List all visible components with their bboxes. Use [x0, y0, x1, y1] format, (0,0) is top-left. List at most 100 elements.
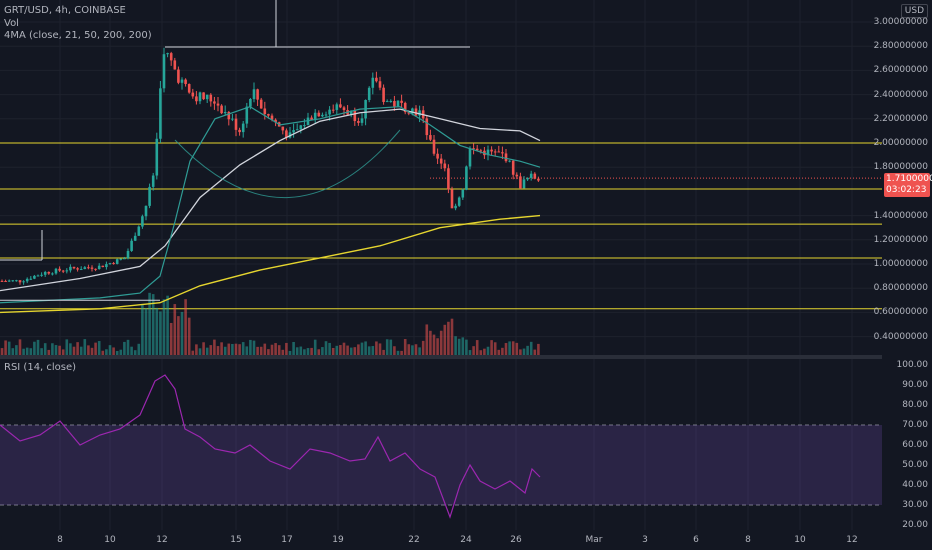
volume-bar — [324, 341, 328, 355]
volume-legend[interactable]: Vol — [4, 18, 19, 29]
trend-drawings — [0, 0, 470, 261]
volume-bar — [447, 321, 450, 355]
candle-body — [227, 112, 231, 120]
volume-bar — [184, 299, 187, 355]
volume-bar — [346, 345, 349, 355]
price-tick-label: 0.80000000 — [873, 283, 928, 294]
volume-bar — [173, 304, 177, 355]
candle-body — [79, 269, 83, 271]
candle-body — [133, 235, 137, 241]
volume-bar — [486, 346, 490, 355]
candle-body — [209, 94, 213, 102]
pane-separator[interactable] — [0, 355, 882, 359]
candle-body — [234, 118, 238, 130]
volume-bar — [472, 346, 475, 355]
candle-body — [43, 271, 47, 275]
volume-bar — [22, 348, 25, 355]
time-tick-label: 8 — [745, 535, 751, 545]
volume-bar — [180, 311, 184, 355]
volume-bar — [425, 324, 429, 355]
candle-body — [508, 160, 511, 162]
candle-body — [159, 88, 162, 139]
volume-bar — [231, 343, 234, 355]
candle-body — [393, 101, 396, 107]
volume-bar — [274, 343, 277, 355]
volume-bar — [151, 294, 155, 355]
price-tick-label: 0.60000000 — [873, 307, 928, 318]
candle-body — [313, 112, 317, 121]
candle-body — [11, 280, 15, 282]
candle-body — [187, 84, 191, 93]
volume-bar — [119, 349, 123, 355]
volume-bar — [223, 346, 227, 355]
volume-bar — [267, 349, 270, 355]
candle-body — [382, 87, 385, 102]
volume-bar — [375, 341, 378, 355]
candle-body — [112, 263, 115, 265]
volume-bar — [317, 349, 321, 355]
time-tick-label: 22 — [408, 535, 420, 545]
volume-bar — [29, 348, 33, 355]
candle-body — [342, 107, 346, 111]
volume-bar — [285, 342, 288, 355]
rsi-tick-label: 20.00 — [902, 520, 928, 530]
candle-body — [184, 79, 187, 85]
candle-body — [180, 79, 184, 83]
price-tick-label: 2.00000000 — [873, 138, 928, 148]
candle-body — [486, 149, 490, 156]
ma-legend[interactable]: 4MA (close, 21, 50, 200, 200) — [4, 30, 152, 41]
candle-body — [166, 53, 169, 55]
volume-bar — [493, 342, 497, 355]
candle-body — [432, 139, 436, 154]
candle-body — [256, 89, 259, 100]
volume-bar — [79, 346, 83, 355]
candle-body — [220, 105, 223, 114]
volume-bar — [234, 343, 238, 355]
symbol-legend[interactable]: GRT/USD, 4h, COINBASE — [4, 5, 126, 16]
candle-body — [511, 160, 515, 175]
volume-bar — [339, 345, 342, 355]
currency-button[interactable]: USD — [900, 4, 928, 18]
candle-body — [173, 60, 177, 70]
volume-bar — [508, 341, 511, 355]
volume-bar — [209, 345, 213, 355]
volume-bar — [403, 339, 407, 355]
rsi-tick-label: 30.00 — [902, 500, 928, 510]
candle-body — [468, 148, 472, 167]
volume-bar — [137, 343, 141, 355]
volume-bar — [371, 346, 375, 355]
volume-bar — [47, 349, 51, 355]
volume-bar — [501, 347, 504, 355]
candle-body — [328, 109, 331, 115]
candle-body — [90, 267, 94, 269]
volume-bar — [11, 348, 15, 355]
candle-body — [497, 151, 501, 153]
candle-body — [285, 130, 288, 138]
chart-grid — [0, 0, 882, 530]
candle-body — [371, 77, 375, 88]
candle-body — [389, 101, 393, 103]
price-tick-label: 0.40000000 — [873, 331, 928, 342]
time-tick-label: 26 — [510, 535, 522, 545]
candle-body — [353, 110, 357, 122]
candle-body — [22, 281, 25, 283]
candle-body — [141, 216, 144, 227]
candle-body — [263, 108, 267, 115]
volume-bar — [227, 343, 231, 355]
candle-body — [465, 166, 468, 190]
volume-bar — [407, 344, 411, 355]
volume-bar — [335, 345, 339, 355]
rsi-legend[interactable]: RSI (14, close) — [4, 362, 77, 373]
candle-body — [295, 129, 299, 131]
candle-body — [148, 186, 151, 206]
volume-bar — [205, 347, 209, 355]
candle-body — [177, 69, 180, 83]
volume-bar — [51, 343, 54, 355]
volume-bar — [432, 334, 436, 355]
time-tick-label: 3 — [642, 535, 648, 545]
candle-body — [7, 280, 11, 282]
volume-bar — [429, 330, 432, 355]
volume-bar — [112, 347, 115, 355]
volume-bar — [504, 343, 508, 355]
